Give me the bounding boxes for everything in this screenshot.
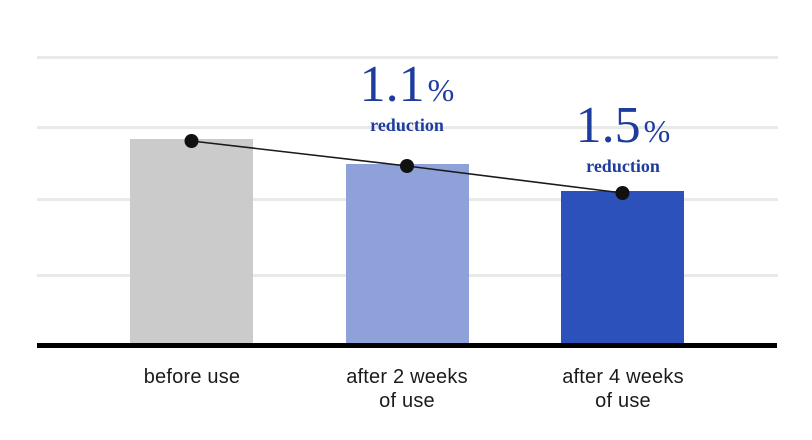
bar-after-2-weeks xyxy=(345,164,469,346)
annotation-value: 1.1% xyxy=(287,59,527,115)
annotation-after-4-weeks: 1.5% reduction xyxy=(503,100,743,176)
gridline xyxy=(37,56,778,59)
gridline xyxy=(37,126,778,129)
x-label-line: after 4 weeks xyxy=(562,366,684,388)
x-label-after-2-weeks: after 2 weeks of use xyxy=(287,365,527,413)
annotation-number: 1.5 xyxy=(575,97,641,154)
annotation-after-2-weeks: 1.1% reduction xyxy=(287,59,527,135)
x-label-line: after 2 weeks xyxy=(346,366,468,388)
percent-sign: % xyxy=(427,72,455,108)
bar-after-4-weeks xyxy=(561,191,684,346)
x-label-line: of use xyxy=(595,390,651,412)
x-axis-line xyxy=(37,343,777,348)
percent-sign: % xyxy=(643,113,671,149)
x-label-line: of use xyxy=(379,390,435,412)
annotation-caption: reduction xyxy=(370,115,444,135)
annotation-caption: reduction xyxy=(586,156,660,176)
x-label-line: before use xyxy=(143,366,241,388)
annotation-value: 1.5% xyxy=(503,100,743,156)
x-label-before-use: before use xyxy=(72,365,312,389)
annotation-number: 1.1 xyxy=(359,56,425,113)
x-label-after-4-weeks: after 4 weeks of use xyxy=(503,365,743,413)
bar-before-use xyxy=(130,139,253,346)
